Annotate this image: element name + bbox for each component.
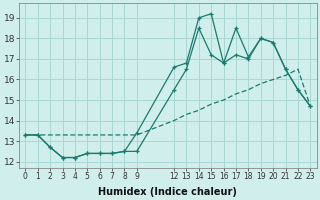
X-axis label: Humidex (Indice chaleur): Humidex (Indice chaleur) [98, 187, 237, 197]
